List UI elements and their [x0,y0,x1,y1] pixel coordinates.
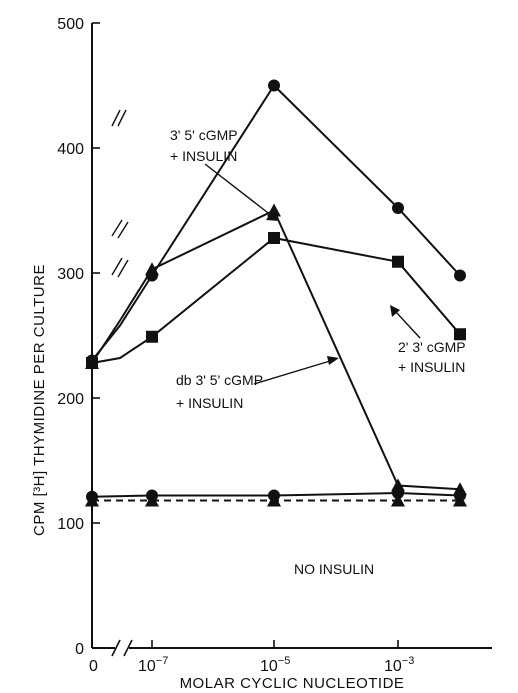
annotation-cgmp35-line1: 3' 5' cGMP [170,127,238,143]
point-cgmp23 [146,330,158,343]
y-tick-label: 300 [57,266,84,283]
y-tick-label: 200 [57,391,84,408]
x-tick-label: 10−3 [384,655,414,675]
point-noins_t [391,493,405,507]
annotation-db35-line2: + INSULIN [176,395,243,411]
point-cgmp23 [86,357,98,369]
series-break-mark [111,219,123,237]
x-tick-label: 10−7 [138,655,168,675]
annotation-arrow-cgmp23 [395,311,421,339]
point-noins_t [267,493,281,507]
point-noins_c [392,487,404,499]
series-line-cgmp23 [91,236,461,364]
point-cgmp35 [392,202,404,214]
series-break-mark [117,221,129,239]
y-axis-title: CPM [³H] THYMIDINE PER CULTURE [31,264,48,536]
point-cgmp23 [392,255,404,268]
annotation-arrow-cgmp35 [204,163,273,217]
x-axis-title: MOLAR CYCLIC NUCLEOTIDE [180,675,405,692]
y-tick-label: 0 [75,641,84,658]
point-db35 [145,262,159,276]
point-cgmp23 [454,328,466,341]
annotation-arrowhead [390,305,400,317]
series-line-cgmp35 [91,83,461,362]
annotation-arrowhead [327,356,339,365]
series-break-mark [111,257,123,276]
point-noins_t [85,493,99,507]
point-noins_t [453,493,467,507]
point-cgmp23 [268,232,280,244]
annotation-cgmp23-line1: 2' 3' cGMP [398,339,466,355]
series-break-mark [117,259,129,278]
series-break-mark [117,109,127,127]
annotation-arrow-db35 [253,360,331,385]
series-break-mark [111,109,121,127]
x-axis-break-mark [123,639,133,657]
annotation-cgmp35-line2: + INSULIN [170,148,237,164]
annotation-arrowhead [266,211,279,221]
x-axis-break-mark [111,639,121,657]
point-cgmp35 [268,79,280,92]
x-ticks: 0 10−7 10−5 10−3 [89,640,414,675]
point-noins_t [145,493,159,507]
y-tick-label: 500 [57,16,84,33]
annotation-no-insulin: NO INSULIN [294,561,374,577]
x-tick-label: 0 [89,658,98,675]
point-cgmp35 [454,269,466,282]
x-tick-label: 10−5 [260,655,290,675]
annotation-cgmp23-line2: + INSULIN [398,359,465,375]
y-tick-label: 100 [57,516,84,533]
y-ticks: 0 100 200 300 400 500 [57,16,100,658]
annotation-layer: 3' 5' cGMP + INSULIN db 3' 5' cGMP + INS… [170,127,466,577]
y-tick-label: 400 [57,141,84,158]
series-line-db35 [91,209,461,491]
annotation-db35-line1: db 3' 5' cGMP [176,372,263,388]
series-layer [85,79,467,507]
